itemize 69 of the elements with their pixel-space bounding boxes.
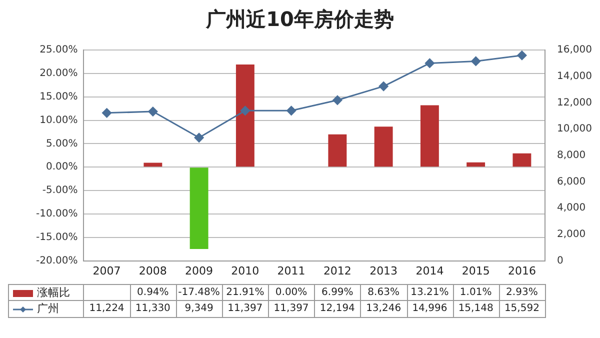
bar — [420, 105, 439, 167]
chart-title: 广州近10年房价走势 — [204, 6, 395, 33]
point — [286, 106, 296, 116]
x-tick-label: 2015 — [462, 264, 490, 278]
x-tick-label: 2007 — [92, 264, 121, 278]
point — [194, 132, 204, 142]
y-tick-label: 10.00% — [40, 114, 78, 126]
data-label: 9,349 — [176, 301, 224, 318]
y-tick-label: -20.00% — [36, 255, 78, 266]
y-tick-label: -5.00% — [42, 185, 78, 196]
legend-label: 广州 — [37, 301, 59, 317]
point — [332, 95, 342, 105]
data-label: 13,246 — [360, 301, 408, 318]
point — [471, 56, 481, 66]
data-label: 14,996 — [406, 301, 454, 318]
y-tick-label: 15.00% — [40, 91, 78, 102]
y-tick-label: 0.00% — [46, 162, 78, 173]
y-tick-label: 25.00% — [40, 44, 78, 56]
data-label: 21.91% — [222, 284, 270, 301]
point — [378, 82, 388, 92]
point — [240, 106, 250, 116]
y2-tick-label: 14,000 — [557, 70, 592, 82]
x-tick-label: 2016 — [508, 264, 536, 278]
data-label: 11,224 — [84, 301, 131, 318]
bar — [374, 126, 393, 167]
data-label: 15,592 — [498, 301, 546, 318]
y-tick-label: -15.00% — [36, 232, 78, 243]
data-label: 11,330 — [130, 301, 177, 318]
data-label: 2.93% — [498, 284, 546, 301]
bar — [190, 168, 208, 249]
bar — [328, 134, 347, 167]
y2-tick-label: 6,000 — [557, 176, 586, 188]
data-label: -17.48% — [176, 284, 224, 301]
x-tick-label: 2014 — [416, 264, 444, 278]
y2-tick-label: 10,000 — [557, 124, 592, 135]
point — [424, 58, 434, 68]
y-tick-label: 20.00% — [40, 68, 78, 80]
y2-tick-label: 0 — [557, 255, 564, 266]
y2-tick-label: 8,000 — [557, 150, 586, 161]
y2-tick-label: 2,000 — [557, 229, 586, 240]
y-tick-label: -10.00% — [36, 208, 78, 220]
x-tick-label: 2008 — [138, 264, 167, 278]
data-label: 8.63% — [360, 284, 408, 301]
data-label: 13.21% — [406, 284, 454, 301]
bar — [512, 153, 532, 167]
point — [102, 108, 112, 118]
data-label: 0.00% — [268, 284, 316, 301]
bar — [466, 162, 486, 167]
x-tick-label: 2013 — [370, 264, 398, 278]
bar — [236, 64, 254, 167]
data-label: 6.99% — [314, 284, 362, 301]
data-label: 11,397 — [222, 301, 270, 318]
x-tick-label: 2009 — [185, 264, 214, 278]
x-tick-label: 2010 — [231, 264, 260, 278]
data-label: 11,397 — [268, 301, 316, 318]
legend-label: 涨幅比 — [37, 285, 70, 301]
data-label: 12,194 — [314, 301, 362, 318]
x-tick-label: 2012 — [323, 264, 352, 278]
point — [148, 106, 158, 116]
y2-tick-label: 16,000 — [557, 44, 592, 56]
y2-tick-label: 12,000 — [557, 97, 592, 108]
bar — [144, 162, 162, 167]
y2-tick-label: 4,000 — [557, 202, 586, 214]
x-tick-label: 2011 — [277, 264, 306, 278]
y-tick-label: 5.00% — [46, 138, 78, 150]
data-label: 1.01% — [452, 284, 500, 301]
point — [517, 50, 527, 60]
data-label: 15,148 — [452, 301, 500, 318]
data-label: 0.94% — [130, 284, 177, 301]
